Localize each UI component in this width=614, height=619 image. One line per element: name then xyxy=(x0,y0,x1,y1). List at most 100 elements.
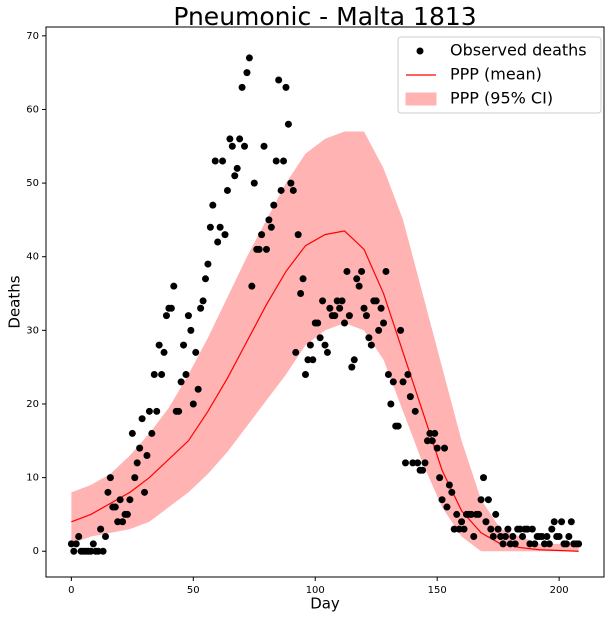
data-point xyxy=(540,540,548,548)
data-point xyxy=(355,282,363,290)
data-point xyxy=(438,496,446,504)
data-point xyxy=(277,186,285,194)
data-point xyxy=(304,356,312,364)
legend-marker xyxy=(416,47,424,55)
data-point xyxy=(353,275,361,283)
data-point xyxy=(333,297,341,305)
data-point xyxy=(126,496,134,504)
data-point xyxy=(475,510,483,518)
data-point xyxy=(236,135,244,143)
data-point xyxy=(102,533,110,541)
data-point xyxy=(128,429,136,437)
data-point xyxy=(119,518,127,526)
y-axis-label: Deaths xyxy=(6,275,24,328)
data-point xyxy=(250,179,258,187)
data-point xyxy=(248,282,256,290)
data-point xyxy=(497,533,505,541)
data-point xyxy=(377,304,385,312)
x-tick-label: 200 xyxy=(550,585,569,596)
data-point xyxy=(231,172,239,180)
data-point xyxy=(482,518,490,526)
data-point xyxy=(275,76,283,84)
x-tick-label: 0 xyxy=(68,585,74,596)
data-point xyxy=(321,341,329,349)
data-point xyxy=(526,540,534,548)
y-tick-label: 70 xyxy=(26,31,39,42)
data-point xyxy=(299,275,307,283)
data-point xyxy=(362,312,370,320)
data-point xyxy=(341,319,349,327)
data-point xyxy=(443,503,451,511)
data-point xyxy=(343,267,351,275)
data-point xyxy=(423,437,431,445)
data-point xyxy=(199,297,207,305)
data-point xyxy=(289,186,297,194)
data-point xyxy=(192,348,200,356)
data-point xyxy=(450,525,458,533)
x-tick-label: 150 xyxy=(428,585,447,596)
data-point xyxy=(219,157,227,165)
y-tick-label: 40 xyxy=(26,252,39,263)
data-point xyxy=(226,135,234,143)
data-point xyxy=(387,400,395,408)
data-point xyxy=(214,238,222,246)
data-point xyxy=(511,540,519,548)
data-point xyxy=(182,371,190,379)
y-tick-label: 0 xyxy=(33,546,39,557)
data-point xyxy=(221,231,229,239)
data-point xyxy=(216,223,224,231)
data-point xyxy=(548,525,556,533)
data-point xyxy=(558,518,566,526)
y-tick-label: 10 xyxy=(26,473,39,484)
x-tick-label: 100 xyxy=(306,585,325,596)
data-point xyxy=(562,540,570,548)
data-point xyxy=(197,304,205,312)
data-point xyxy=(301,371,309,379)
data-point xyxy=(206,223,214,231)
data-point xyxy=(94,547,102,555)
data-point xyxy=(538,533,546,541)
data-point xyxy=(467,510,475,518)
data-point xyxy=(365,334,373,342)
data-point xyxy=(111,503,119,511)
data-point xyxy=(141,488,149,496)
data-point xyxy=(565,533,573,541)
data-point xyxy=(306,341,314,349)
data-point xyxy=(519,533,527,541)
data-point xyxy=(367,341,375,349)
data-point xyxy=(326,304,334,312)
data-point xyxy=(245,54,253,62)
data-point xyxy=(106,474,114,482)
data-point xyxy=(433,444,441,452)
data-point xyxy=(358,267,366,275)
data-point xyxy=(338,297,346,305)
data-point xyxy=(380,319,388,327)
data-point xyxy=(177,378,185,386)
data-point xyxy=(460,525,468,533)
mean-line xyxy=(71,230,579,552)
data-point xyxy=(436,474,444,482)
data-point xyxy=(401,459,409,467)
data-point xyxy=(455,525,463,533)
data-point xyxy=(397,326,405,334)
data-point xyxy=(421,459,429,467)
data-point xyxy=(528,525,536,533)
legend-label: Observed deaths xyxy=(450,41,587,60)
data-point xyxy=(323,348,331,356)
legend-box xyxy=(397,36,602,114)
data-point xyxy=(445,481,453,489)
data-point xyxy=(470,533,478,541)
data-point xyxy=(409,459,417,467)
data-point xyxy=(255,245,263,253)
data-point xyxy=(150,371,158,379)
data-point xyxy=(360,304,368,312)
data-point xyxy=(453,510,461,518)
data-point xyxy=(428,437,436,445)
data-point xyxy=(233,164,241,172)
data-point xyxy=(389,378,397,386)
data-point xyxy=(87,547,95,555)
data-point xyxy=(375,326,383,334)
data-point xyxy=(309,356,317,364)
data-point xyxy=(331,312,339,320)
